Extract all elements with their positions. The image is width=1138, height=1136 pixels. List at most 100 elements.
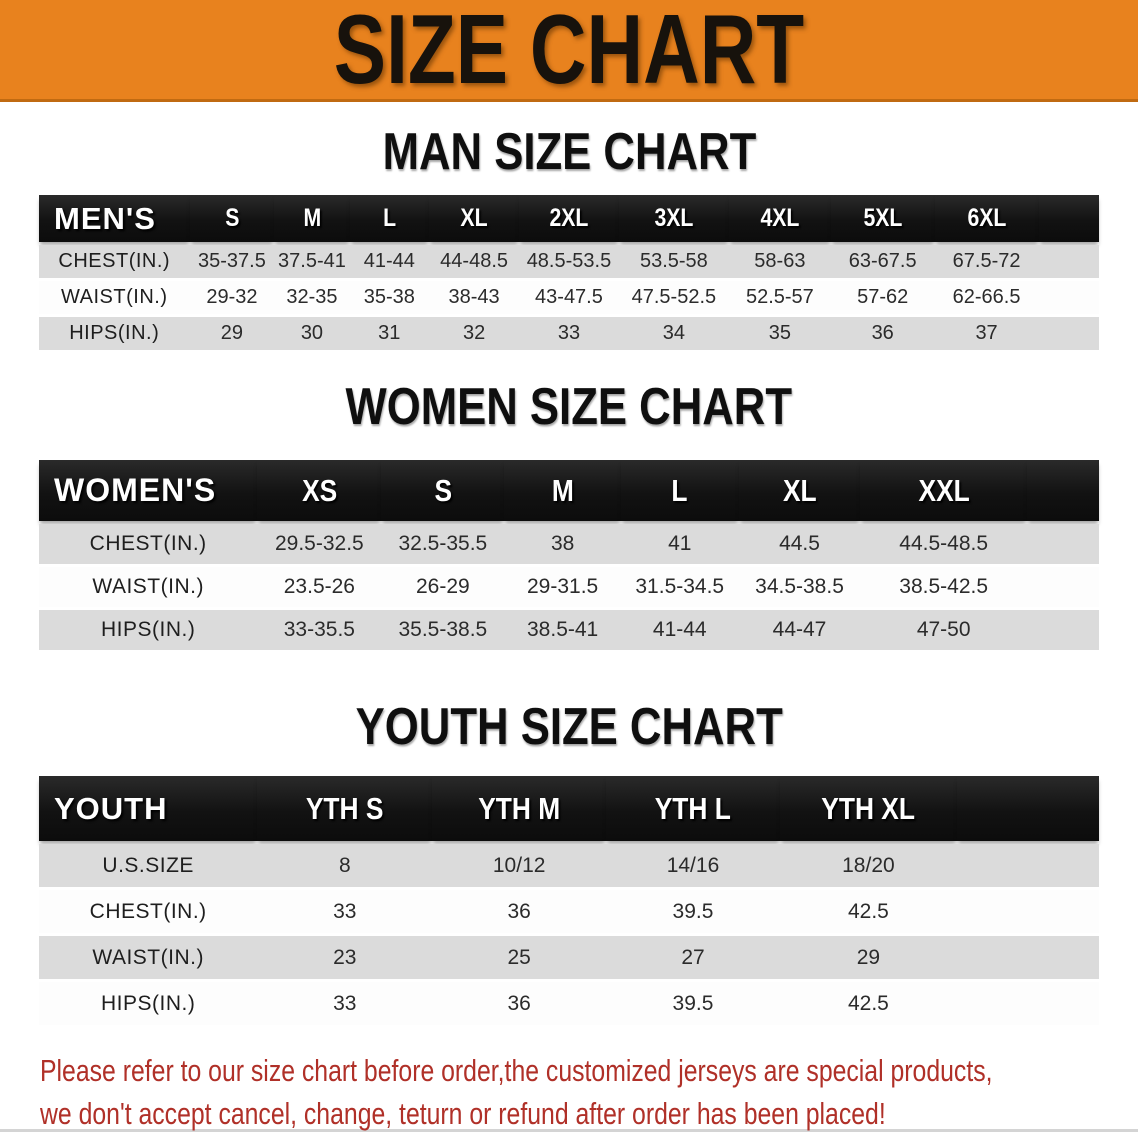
men-size-table: MEN'S S M L XL 2XL 3XL 4XL 5XL 6XL CHEST(IN.) 35-37… xyxy=(39,192,1099,353)
size-value: 41-44 xyxy=(363,250,415,272)
youth-label-header: YOUTH xyxy=(39,776,258,841)
women-header-row: WOMEN'S XS S M L XL XXL xyxy=(39,460,1099,521)
size-value: 41-44 xyxy=(652,618,707,641)
size-value: 63-67.5 xyxy=(848,250,917,272)
size-header-xxl: XXL xyxy=(860,460,1027,521)
size-header-xl: XL xyxy=(429,195,520,242)
men-section-heading: MAN SIZE CHART xyxy=(382,123,756,181)
size-header-l: L xyxy=(620,460,739,521)
table-row: CHEST(IN.) 35-37.5 37.5-41 41-44 44-48.5 48.5… xyxy=(39,245,1099,278)
size-value: 62-66.5 xyxy=(952,286,1021,308)
size-value: 67.5-72 xyxy=(952,250,1021,272)
size-header-l: L xyxy=(349,195,430,242)
women-section-heading: WOMEN SIZE CHART xyxy=(345,378,793,436)
youth-header-row: YOUTH YTH S YTH M YTH L YTH XL xyxy=(39,776,1099,841)
size-header-yth-xl: YTH XL xyxy=(779,776,957,841)
size-value: 44-47 xyxy=(772,618,827,641)
row-label: U.S.SIZE xyxy=(102,853,194,877)
row-label: HIPS(IN.) xyxy=(69,322,160,344)
size-value: 18/20 xyxy=(842,853,895,877)
size-value: 38 xyxy=(550,532,575,555)
row-label: CHEST(IN.) xyxy=(89,899,207,923)
size-value: 23.5-26 xyxy=(283,575,355,598)
size-value: 29 xyxy=(220,322,244,344)
size-value: 32-35 xyxy=(286,286,338,308)
size-header-yth-m: YTH M xyxy=(432,776,607,841)
size-value: 14/16 xyxy=(666,853,720,877)
size-value: 44.5-48.5 xyxy=(899,532,989,555)
size-header-2xl: 2XL xyxy=(519,195,619,242)
size-header-yth-l: YTH L xyxy=(606,776,780,841)
table-row: CHEST(IN.) 33 36 39.5 42.5 xyxy=(39,890,1099,933)
header-spacer-cell xyxy=(1026,460,1099,521)
size-value: 35-38 xyxy=(363,286,415,308)
size-value: 10/12 xyxy=(492,853,546,877)
row-label: CHEST(IN.) xyxy=(89,532,207,555)
row-spacer-cell xyxy=(1027,524,1099,564)
size-value: 32 xyxy=(462,322,486,344)
size-header-3xl: 3XL xyxy=(618,195,729,242)
section-youth-size-chart: YOUTH SIZE CHART YOUTH YTH S YTH M YTH L YTH … xyxy=(0,701,1138,1028)
size-value: 29-31.5 xyxy=(527,575,599,598)
women-size-table: WOMEN'S XS S M L XL XXL CHEST(IN.) 29.5-32.5 32.5… xyxy=(39,457,1099,653)
row-label: HIPS(IN.) xyxy=(101,618,196,641)
size-header-s: S xyxy=(189,195,275,242)
size-header-4xl: 4XL xyxy=(729,195,831,242)
size-value: 57-62 xyxy=(857,286,909,308)
size-header-yth-s: YTH S xyxy=(257,776,433,841)
size-header-m: M xyxy=(274,195,350,242)
banner: SIZE CHART xyxy=(0,0,1138,102)
row-label: WAIST(IN.) xyxy=(61,286,168,308)
size-value: 38-43 xyxy=(448,286,500,308)
footnote: Please refer to our size chart before or… xyxy=(40,1050,1138,1136)
men-header-row: MEN'S S M L XL 2XL 3XL 4XL 5XL 6XL xyxy=(39,195,1099,242)
size-value: 33 xyxy=(333,991,357,1015)
table-row: HIPS(IN.) 29 30 31 32 33 34 35 36 37 xyxy=(39,317,1099,350)
size-value: 23 xyxy=(333,945,357,969)
row-spacer-cell xyxy=(957,890,1099,933)
size-value: 42.5 xyxy=(847,899,889,923)
row-spacer-cell xyxy=(957,936,1099,979)
size-value: 34 xyxy=(662,322,685,344)
size-value: 27 xyxy=(681,945,705,969)
size-value: 29-32 xyxy=(206,286,258,308)
size-header-s: S xyxy=(381,460,505,521)
footnote-line-2: we don't accept cancel, change, teturn o… xyxy=(40,1095,886,1131)
size-header-xs: XS xyxy=(257,460,382,521)
size-header-xl: XL xyxy=(738,460,861,521)
size-value: 33-35.5 xyxy=(283,618,355,641)
size-value: 38.5-41 xyxy=(527,618,599,641)
size-value: 58-63 xyxy=(754,250,806,272)
table-row: HIPS(IN.) 33 36 39.5 42.5 xyxy=(39,982,1099,1025)
size-value: 33 xyxy=(333,899,357,923)
size-value: 35-37.5 xyxy=(197,250,266,272)
size-value: 41 xyxy=(668,532,692,555)
row-spacer-cell xyxy=(1039,317,1100,350)
table-row: HIPS(IN.) 33-35.5 35.5-38.5 38.5-41 41-44 44-… xyxy=(39,610,1099,650)
size-value: 33 xyxy=(557,322,581,344)
size-value: 25 xyxy=(507,945,531,969)
size-value: 29 xyxy=(856,945,881,969)
size-value: 36 xyxy=(507,899,531,923)
size-value: 35 xyxy=(768,322,791,344)
table-row: U.S.SIZE 8 10/12 14/16 18/20 xyxy=(39,844,1099,887)
row-label: WAIST(IN.) xyxy=(92,945,204,969)
table-row: WAIST(IN.) 23 25 27 29 xyxy=(39,936,1099,979)
size-value: 31 xyxy=(378,322,401,344)
row-spacer-cell xyxy=(1027,567,1099,607)
size-value: 26-29 xyxy=(415,575,470,598)
size-value: 39.5 xyxy=(672,899,714,923)
row-label: WAIST(IN.) xyxy=(92,575,204,598)
row-label: CHEST(IN.) xyxy=(58,250,171,272)
header-spacer-cell xyxy=(1038,195,1099,242)
size-value: 44-48.5 xyxy=(440,250,509,272)
row-spacer-cell xyxy=(1027,610,1099,650)
men-label-header: MEN'S xyxy=(39,195,190,242)
size-value: 38.5-42.5 xyxy=(899,575,989,598)
size-value: 37.5-41 xyxy=(278,250,346,272)
size-value: 44.5 xyxy=(779,532,820,555)
size-value: 48.5-53.5 xyxy=(526,250,612,272)
section-women-size-chart: WOMEN SIZE CHART WOMEN'S XS S M L XL XXL CHEST(I… xyxy=(0,381,1138,653)
header-spacer-cell xyxy=(956,776,1099,841)
size-value: 47-50 xyxy=(916,618,971,641)
